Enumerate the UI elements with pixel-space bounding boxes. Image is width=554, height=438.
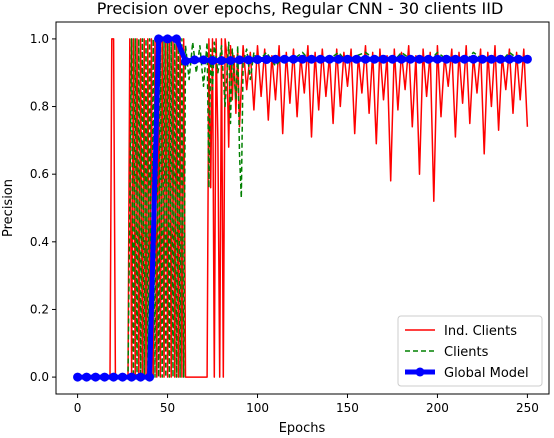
global-model-point xyxy=(226,56,236,66)
global-model-point xyxy=(459,54,469,64)
global-model-point xyxy=(181,56,191,66)
y-axis: 0.0 0.2 0.4 0.6 0.8 1.0 xyxy=(30,32,56,384)
global-model-point xyxy=(387,54,397,64)
global-model-point xyxy=(378,54,388,64)
global-model-point xyxy=(163,34,173,44)
global-model-point xyxy=(136,372,146,382)
y-tick-label: 0.0 xyxy=(30,370,49,384)
global-model-point xyxy=(414,54,424,64)
global-model-point xyxy=(298,54,307,64)
global-model-point xyxy=(522,54,532,64)
global-model-point xyxy=(504,54,514,64)
legend-label-clients: Clients xyxy=(444,345,489,360)
global-model-point xyxy=(289,54,299,64)
legend: Ind. Clients Clients Global Model xyxy=(397,315,543,387)
x-tick-label: 50 xyxy=(160,401,175,415)
global-model-point xyxy=(486,54,496,64)
global-model-point xyxy=(91,372,101,382)
global-model-point xyxy=(199,55,209,65)
x-tick-label: 200 xyxy=(426,401,449,415)
global-model-point xyxy=(441,54,451,64)
global-model-point xyxy=(154,34,164,44)
x-tick-label: 0 xyxy=(74,401,82,415)
series-layer xyxy=(73,34,532,382)
y-tick-label: 1.0 xyxy=(30,32,49,46)
x-axis-label: Epochs xyxy=(279,421,326,436)
global-model-point xyxy=(432,54,442,64)
global-model-point xyxy=(109,372,119,382)
legend-box xyxy=(397,315,543,387)
x-axis: 0 50 100 150 200 250 xyxy=(74,394,539,415)
global-model-point xyxy=(172,34,182,44)
global-model-point xyxy=(360,54,370,64)
global-model-point xyxy=(100,372,110,382)
legend-marker-global-model xyxy=(415,367,425,377)
y-axis-label: Precision xyxy=(1,179,16,237)
global-model-point xyxy=(513,54,523,64)
global-model-point xyxy=(315,54,325,64)
global-model-point xyxy=(468,54,478,64)
global-model-point xyxy=(190,55,200,65)
y-tick-label: 0.6 xyxy=(30,167,49,181)
global-model-point xyxy=(405,54,415,64)
global-model-point xyxy=(477,54,487,64)
global-model-point xyxy=(118,372,128,382)
global-model-point xyxy=(396,54,406,64)
x-tick-label: 250 xyxy=(516,401,539,415)
global-model-point xyxy=(244,55,254,65)
global-model-point xyxy=(217,56,227,66)
global-model-point xyxy=(82,372,92,382)
global-model-point xyxy=(145,372,155,382)
chart-title: Precision over epochs, Regular CNN - 30 … xyxy=(97,0,504,18)
global-model-point xyxy=(73,372,83,382)
plot-frame xyxy=(55,21,550,395)
global-model-point xyxy=(208,56,218,66)
x-tick-label: 100 xyxy=(246,401,269,415)
global-model-point xyxy=(495,54,505,64)
global-model-point xyxy=(369,54,379,64)
global-model-point xyxy=(280,54,290,64)
global-model-point xyxy=(351,54,361,64)
legend-label-ind-clients: Ind. Clients xyxy=(444,324,517,339)
global-model-point xyxy=(324,54,334,64)
x-tick-label: 150 xyxy=(336,401,359,415)
global-model-point xyxy=(342,54,352,64)
legend-label-global-model: Global Model xyxy=(444,366,529,381)
global-model-point xyxy=(333,54,343,64)
global-model-point xyxy=(262,55,272,65)
y-tick-label: 0.2 xyxy=(30,302,49,316)
global-model-point xyxy=(127,372,137,382)
y-tick-label: 0.4 xyxy=(30,235,49,249)
global-model-point xyxy=(450,54,460,64)
global-model-point xyxy=(235,55,245,65)
global-model-point xyxy=(306,54,316,64)
global-model-point xyxy=(423,54,433,64)
y-tick-label: 0.8 xyxy=(30,100,49,114)
global-model-point xyxy=(253,55,263,65)
global-model-point xyxy=(271,54,281,64)
